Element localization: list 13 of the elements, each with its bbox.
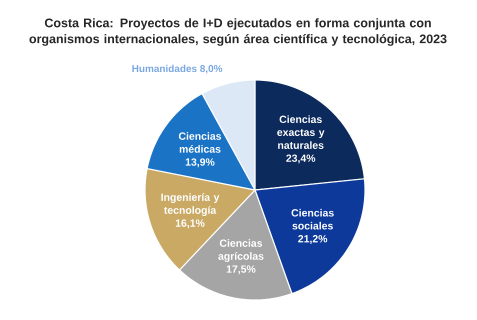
data-label: 21,2% bbox=[298, 235, 328, 244]
slice-label: Ciencias exactas y naturales bbox=[277, 115, 324, 149]
slice-label: Ciencias médicas bbox=[178, 132, 222, 153]
slice-label: Ciencias agrícolas bbox=[218, 239, 264, 262]
data-label: 13,9% bbox=[186, 158, 215, 168]
slice-label: Ingeniería y tecnología bbox=[161, 193, 220, 216]
chart-title: Costa Rica: Proyectos de I+D ejecutados en forma conjunta con organismos internacionales, según área científica y tecnológica, 2023 bbox=[29, 18, 447, 46]
slice-label: Humanidades bbox=[132, 64, 197, 72]
data-label: 8,0% bbox=[200, 65, 222, 74]
slice-label: Ciencias sociales bbox=[292, 208, 334, 230]
data-label: 23,4% bbox=[286, 154, 316, 164]
data-label: 17,5% bbox=[226, 265, 256, 274]
data-label: 16,1% bbox=[176, 219, 205, 228]
